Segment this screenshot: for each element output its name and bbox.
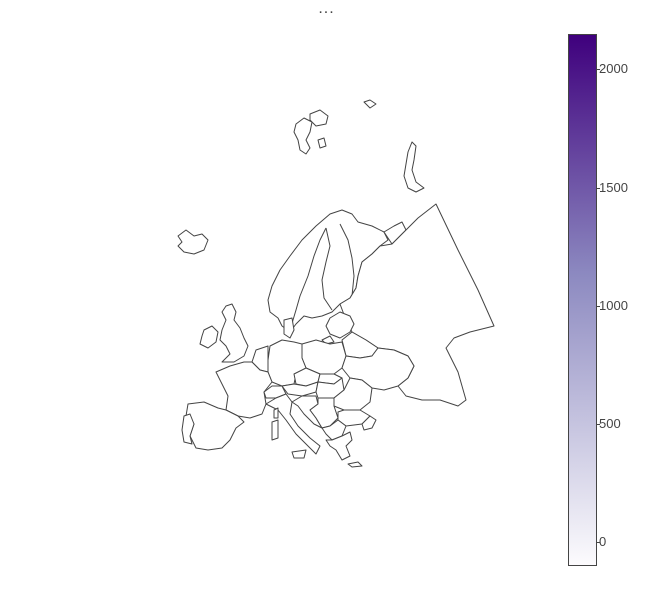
svalbard bbox=[293, 117, 313, 155]
iceland bbox=[177, 229, 209, 255]
finland-russia-border bbox=[339, 223, 355, 297]
colorbar-tick-label: 1000 bbox=[599, 297, 628, 313]
sweden-finland-border bbox=[321, 227, 333, 311]
sicily bbox=[291, 449, 307, 459]
great-britain bbox=[219, 303, 249, 363]
turkey-thrace bbox=[361, 415, 377, 431]
chart-title: ... bbox=[318, 0, 335, 17]
franz-josef-land bbox=[363, 99, 377, 109]
colorbar-tickmark bbox=[597, 424, 600, 426]
colorbar-tickmark bbox=[597, 542, 600, 544]
norway-sweden-border bbox=[289, 227, 327, 331]
crete bbox=[347, 461, 363, 468]
svalbard-east bbox=[309, 109, 329, 127]
colorbar-tick-label: 1500 bbox=[599, 179, 628, 195]
corsica bbox=[273, 407, 279, 419]
colorbar bbox=[568, 34, 597, 566]
colorbar-tick-label: 0 bbox=[599, 534, 607, 550]
albania-macedonia bbox=[321, 419, 347, 441]
denmark bbox=[283, 317, 295, 339]
colorbar-tick-label: 2000 bbox=[599, 61, 628, 77]
svalbard-small bbox=[317, 137, 327, 149]
sardinia bbox=[271, 419, 279, 441]
portugal bbox=[181, 413, 195, 445]
colorbar-tickmark bbox=[597, 187, 600, 189]
colorbar-tick-label: 500 bbox=[599, 416, 621, 432]
romania bbox=[333, 377, 373, 411]
baltics bbox=[325, 311, 355, 339]
france bbox=[215, 361, 273, 419]
ireland bbox=[199, 325, 219, 349]
greece bbox=[325, 431, 353, 461]
colorbar-tickmark bbox=[597, 305, 600, 307]
novaya-zemlya bbox=[403, 141, 425, 193]
colorbar-tickmark bbox=[597, 69, 600, 71]
italy bbox=[265, 393, 321, 455]
